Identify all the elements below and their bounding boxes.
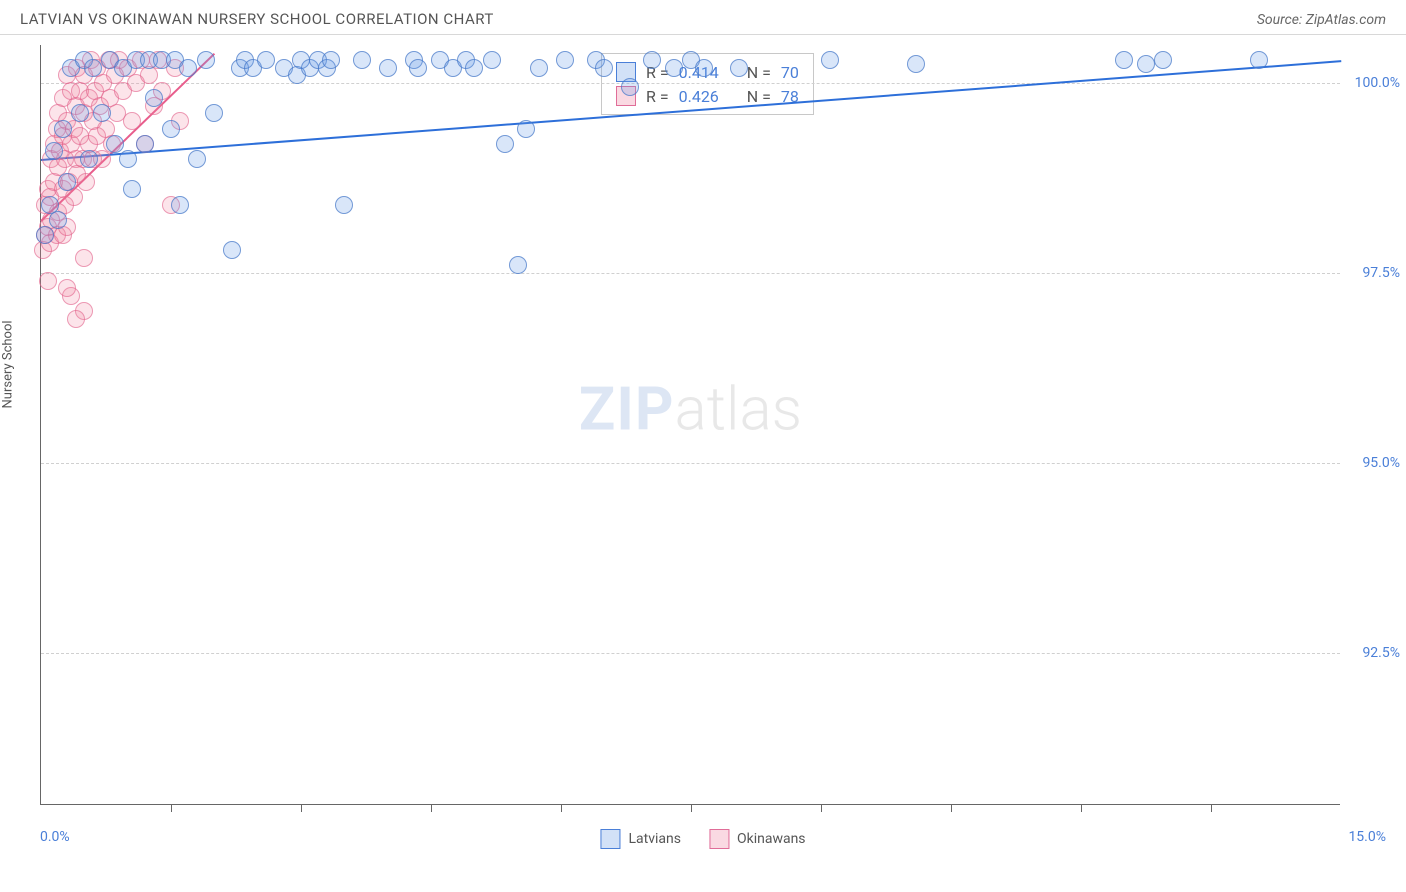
n-value-latvians: 70 <box>781 63 799 82</box>
scatter-point <box>530 59 548 77</box>
scatter-point <box>695 59 713 77</box>
scatter-point <box>188 150 206 168</box>
scatter-point <box>1137 55 1155 73</box>
x-tick <box>951 804 952 812</box>
y-tick-label: 95.0% <box>1362 455 1400 471</box>
r-value-okinawans: 0.426 <box>679 87 719 106</box>
scatter-point <box>595 59 613 77</box>
scatter-point <box>58 173 76 191</box>
y-tick-label: 97.5% <box>1362 265 1400 281</box>
scatter-point <box>197 51 215 69</box>
x-tick <box>821 804 822 812</box>
scatter-point <box>93 104 111 122</box>
scatter-point <box>730 59 748 77</box>
scatter-point <box>1154 51 1172 69</box>
watermark: ZIPatlas <box>579 374 802 445</box>
legend-swatch-okinawans-icon <box>709 829 729 849</box>
x-tick <box>171 804 172 812</box>
legend-label-latvians: Latvians <box>628 831 681 847</box>
scatter-point <box>335 196 353 214</box>
scatter-point <box>205 104 223 122</box>
n-label: N = <box>747 63 771 82</box>
chart-container: Nursery School ZIPatlas R = 0.414 N = 70… <box>0 35 1406 855</box>
x-tick <box>431 804 432 812</box>
scatter-point <box>145 89 163 107</box>
legend-item-okinawans: Okinawans <box>709 829 806 849</box>
scatter-point <box>907 55 925 73</box>
y-tick-label: 92.5% <box>1362 645 1400 661</box>
scatter-point <box>67 310 85 328</box>
scatter-point <box>509 256 527 274</box>
scatter-point <box>223 241 241 259</box>
scatter-point <box>409 59 427 77</box>
scatter-point <box>71 104 89 122</box>
scatter-point <box>54 120 72 138</box>
chart-source: Source: ZipAtlas.com <box>1257 12 1386 28</box>
scatter-point <box>171 196 189 214</box>
bottom-legend: Latvians Okinawans <box>600 829 805 849</box>
scatter-point <box>45 142 63 160</box>
scatter-point <box>496 135 514 153</box>
watermark-atlas: atlas <box>675 374 803 445</box>
legend-item-latvians: Latvians <box>600 829 681 849</box>
scatter-point <box>162 120 180 138</box>
scatter-point <box>106 135 124 153</box>
watermark-zip: ZIP <box>579 374 675 445</box>
scatter-point <box>84 59 102 77</box>
scatter-point <box>1115 51 1133 69</box>
scatter-point <box>621 78 639 96</box>
scatter-point <box>36 226 54 244</box>
scatter-point <box>465 59 483 77</box>
scatter-point <box>821 51 839 69</box>
x-tick <box>561 804 562 812</box>
x-axis-max-label: 15.0% <box>1348 829 1386 845</box>
legend-label-okinawans: Okinawans <box>737 831 806 847</box>
scatter-point <box>517 120 535 138</box>
y-axis-title: Nursery School <box>1 320 16 408</box>
gridline <box>41 83 1340 84</box>
plot-area: ZIPatlas R = 0.414 N = 70 R = 0.426 N = … <box>40 45 1340 805</box>
scatter-point <box>556 51 574 69</box>
scatter-point <box>123 112 141 130</box>
scatter-point <box>136 135 154 153</box>
scatter-point <box>179 59 197 77</box>
scatter-point <box>379 59 397 77</box>
scatter-point <box>1250 51 1268 69</box>
scatter-point <box>643 51 661 69</box>
scatter-point <box>123 180 141 198</box>
scatter-point <box>665 59 683 77</box>
x-tick <box>1211 804 1212 812</box>
x-axis-min-label: 0.0% <box>40 829 70 845</box>
scatter-point <box>322 51 340 69</box>
x-tick <box>691 804 692 812</box>
n-label-2: N = <box>747 87 771 106</box>
y-tick-label: 100.0% <box>1355 75 1400 91</box>
scatter-point <box>58 279 76 297</box>
x-tick <box>301 804 302 812</box>
scatter-point <box>77 173 95 191</box>
scatter-point <box>353 51 371 69</box>
gridline <box>41 273 1340 274</box>
gridline <box>41 463 1340 464</box>
scatter-point <box>39 272 57 290</box>
scatter-point <box>80 150 98 168</box>
scatter-point <box>483 51 501 69</box>
chart-title: LATVIAN VS OKINAWAN NURSERY SCHOOL CORRE… <box>20 10 494 28</box>
scatter-point <box>75 249 93 267</box>
x-tick <box>1081 804 1082 812</box>
r-label-2: R = <box>646 87 669 106</box>
gridline <box>41 653 1340 654</box>
scatter-point <box>49 211 67 229</box>
legend-swatch-latvians-icon <box>600 829 620 849</box>
scatter-point <box>119 150 137 168</box>
chart-header: LATVIAN VS OKINAWAN NURSERY SCHOOL CORRE… <box>0 0 1406 35</box>
scatter-point <box>257 51 275 69</box>
